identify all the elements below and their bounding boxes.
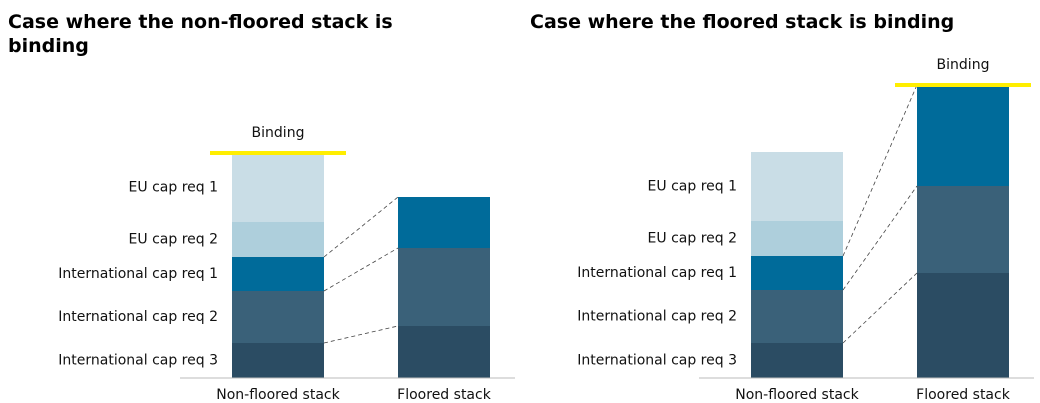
bar-segment	[917, 186, 1009, 273]
chart-title: Case where the floored stack is binding	[530, 11, 955, 33]
segment-label: International cap req 2	[58, 309, 218, 325]
bar-segment	[232, 222, 324, 257]
annotation: Binding	[937, 57, 990, 73]
bar-segment	[232, 257, 324, 291]
connector	[842, 185, 918, 291]
bar-segment	[232, 291, 324, 343]
connector	[323, 325, 399, 344]
segment-label: EU cap req 2	[648, 231, 737, 247]
annotation: Binding	[252, 125, 305, 141]
segment-label: EU cap req 2	[129, 232, 218, 248]
bar-segment	[398, 326, 490, 378]
bar-segment	[751, 290, 843, 343]
connector	[323, 247, 399, 292]
segment-label: International cap req 2	[577, 309, 737, 325]
segment-label: International cap req 3	[577, 353, 737, 369]
bar-segment	[751, 343, 843, 378]
x-tick-label: Floored stack	[397, 387, 492, 403]
connector	[842, 272, 918, 344]
segment-label: International cap req 1	[577, 265, 737, 281]
x-tick-label: Non-floored stack	[735, 387, 859, 403]
segment-label: EU cap req 1	[129, 180, 218, 196]
x-tick-label: Floored stack	[916, 387, 1011, 403]
segment-label: International cap req 3	[58, 353, 218, 369]
bar-segment	[398, 248, 490, 326]
bar-segment	[232, 153, 324, 222]
x-tick-label: Non-floored stack	[216, 387, 340, 403]
segment-label: International cap req 1	[58, 266, 218, 282]
bar-segment	[917, 273, 1009, 378]
bar-segment	[398, 197, 490, 248]
bar-segment	[917, 85, 1009, 186]
bar-segment	[232, 343, 324, 378]
connector	[842, 84, 918, 257]
segment-label: EU cap req 1	[648, 179, 737, 195]
bar-segment	[751, 256, 843, 290]
bar-segment	[751, 221, 843, 256]
chart-title: Case where the non-floored stack is bind…	[8, 11, 393, 57]
connector	[323, 196, 399, 258]
bar-segment	[751, 152, 843, 221]
